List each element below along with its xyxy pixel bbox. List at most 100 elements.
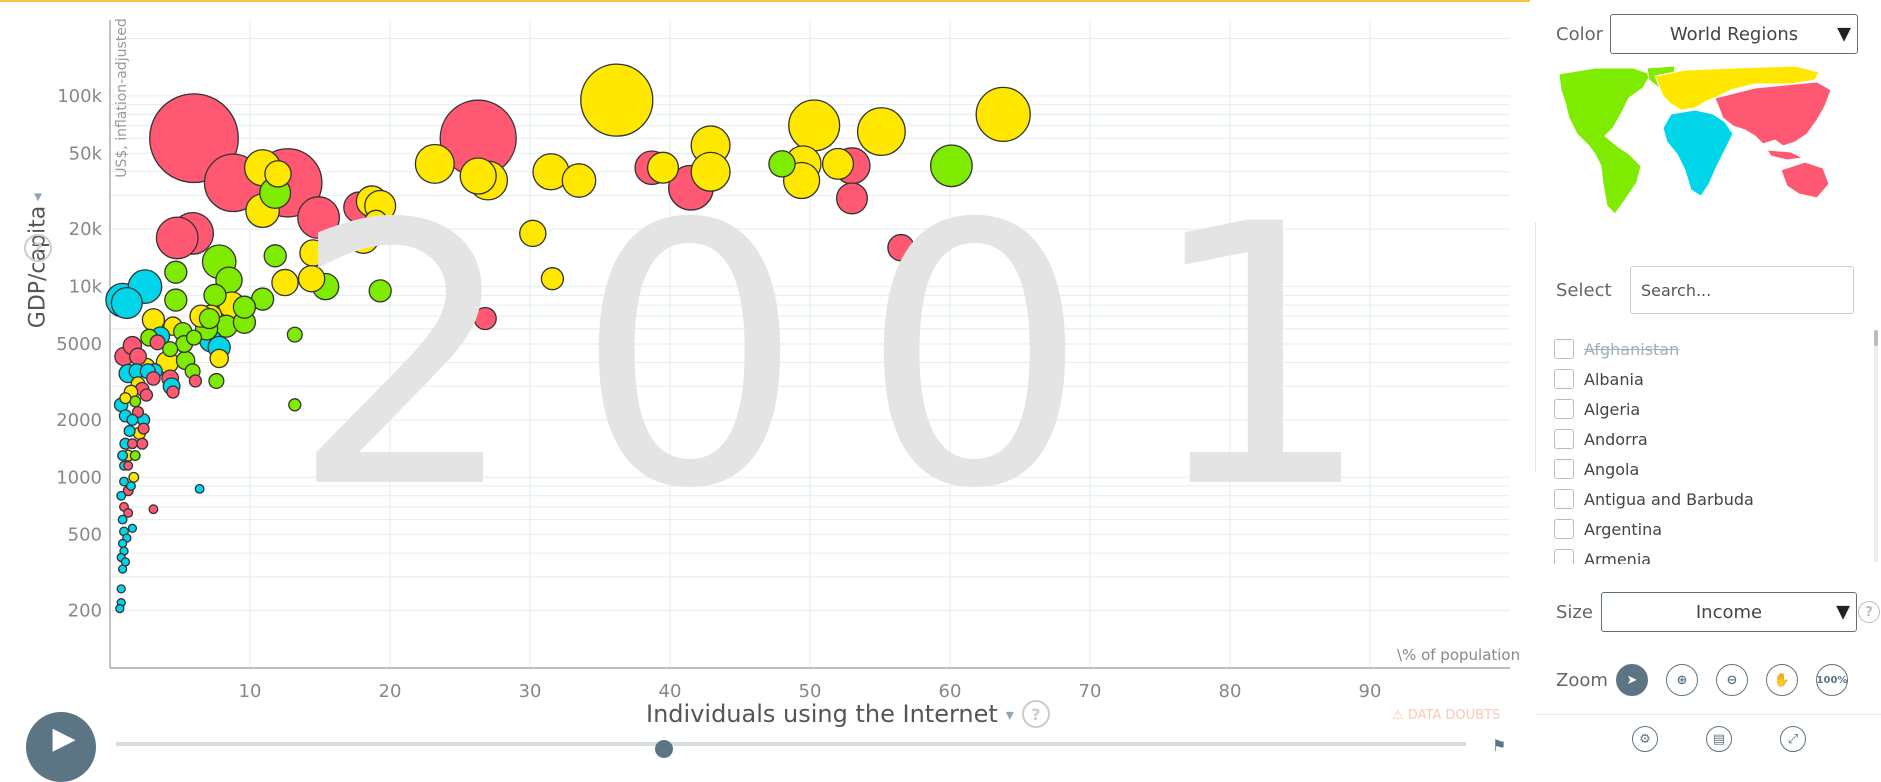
country-bubble[interactable] (286, 326, 303, 343)
x-axis-caret-icon[interactable]: ▾ (1005, 704, 1014, 724)
country-checkbox[interactable] (1554, 429, 1574, 449)
country-bubble[interactable] (203, 283, 227, 307)
country-bubble[interactable] (162, 341, 179, 358)
country-item[interactable]: Albania (1554, 364, 1864, 394)
country-bubble[interactable] (288, 398, 302, 412)
country-bubble[interactable] (126, 481, 136, 491)
map-region-indonesia[interactable] (1766, 149, 1805, 161)
country-bubble[interactable] (364, 209, 388, 233)
x-axis-help-icon[interactable]: ? (1021, 700, 1050, 728)
country-bubble[interactable] (123, 424, 136, 437)
chart-type-button[interactable]: ▤ (1706, 726, 1732, 752)
country-item[interactable]: Angola (1554, 454, 1864, 484)
settings-button[interactable]: ⚙ (1632, 726, 1658, 752)
country-bubble[interactable] (119, 476, 129, 487)
country-bubble[interactable] (117, 538, 128, 549)
zoom-in-button[interactable]: ⊕ (1666, 664, 1698, 696)
country-bubble[interactable] (149, 334, 166, 351)
country-bubble[interactable] (115, 603, 125, 614)
country-bubble[interactable] (263, 244, 287, 268)
country-bubble[interactable] (126, 438, 138, 450)
country-bubble[interactable] (123, 508, 134, 518)
country-checkbox[interactable] (1554, 489, 1574, 509)
country-bubble[interactable] (232, 295, 257, 319)
country-bubble[interactable] (835, 182, 869, 215)
data-doubts-link[interactable]: ⚠ DATA DOUBTS (1392, 708, 1500, 723)
country-bubble[interactable] (209, 348, 229, 369)
country-bubble[interactable] (856, 107, 906, 157)
country-bubble[interactable] (137, 422, 150, 435)
timeline-slider-track[interactable] (116, 742, 1466, 746)
country-list[interactable]: Afghanistan Albania Algeria Andorra Angola An… (1554, 334, 1864, 564)
country-bubble[interactable] (414, 143, 455, 184)
country-bubble[interactable] (117, 514, 128, 525)
country-bubble[interactable] (299, 239, 327, 267)
country-item[interactable]: Argentina (1554, 514, 1864, 544)
country-bubble[interactable] (297, 196, 341, 240)
country-bubble[interactable] (473, 306, 497, 331)
color-dropdown[interactable]: World Regions ▼ (1610, 14, 1858, 54)
country-bubble[interactable] (146, 371, 161, 386)
country-bubble[interactable] (271, 268, 299, 297)
country-bubble[interactable] (768, 150, 796, 178)
country-bubble[interactable] (139, 388, 154, 402)
country-bubble[interactable] (164, 260, 188, 284)
country-bubble[interactable] (116, 490, 127, 501)
search-input[interactable] (1630, 266, 1854, 314)
world-map[interactable] (1555, 62, 1855, 222)
scrollbar-thumb[interactable] (1874, 330, 1878, 346)
country-bubble[interactable] (975, 86, 1031, 143)
country-bubble[interactable] (646, 151, 680, 184)
country-bubble[interactable] (129, 347, 147, 366)
country-checkbox[interactable] (1554, 459, 1574, 479)
country-bubble[interactable] (164, 288, 188, 312)
country-bubble[interactable] (110, 286, 143, 320)
country-checkbox[interactable] (1554, 519, 1574, 539)
country-bubble[interactable] (561, 163, 597, 198)
country-bubble[interactable] (194, 483, 205, 494)
country-bubble[interactable] (459, 157, 497, 195)
country-bubble[interactable] (264, 160, 292, 188)
country-bubble[interactable] (128, 471, 140, 483)
map-region-oceania[interactable] (1780, 161, 1830, 199)
country-bubble[interactable] (580, 63, 654, 137)
country-checkbox[interactable] (1554, 369, 1574, 389)
country-bubble[interactable] (821, 147, 855, 180)
country-checkbox[interactable] (1554, 339, 1574, 359)
country-bubble[interactable] (208, 372, 225, 390)
country-bubble[interactable] (887, 233, 915, 262)
timeline-slider-handle[interactable] (655, 740, 673, 758)
country-bubble[interactable] (136, 437, 149, 450)
country-item[interactable]: Algeria (1554, 394, 1864, 424)
country-bubble[interactable] (519, 219, 547, 248)
chart-canvas[interactable]: 200 500 1000 2000 5000 10k 20k 50k 100k 10 20 30 40 5… (0, 0, 1530, 746)
country-item[interactable]: Afghanistan (1554, 334, 1864, 364)
country-item[interactable]: Antigua and Barbuda (1554, 484, 1864, 514)
country-bubble[interactable] (148, 504, 159, 515)
country-bubble[interactable] (116, 584, 126, 594)
country-bubble[interactable] (119, 392, 132, 405)
country-checkbox[interactable] (1554, 549, 1574, 564)
pan-tool-button[interactable]: ✋ (1766, 664, 1798, 696)
country-bubble[interactable] (198, 307, 221, 330)
size-dropdown[interactable]: Income ▼ (1601, 592, 1857, 632)
bubble-chart[interactable]: 200 500 1000 2000 5000 10k 20k 50k 100k 10 20 30 40 5… (0, 0, 1530, 782)
y-axis-caret-icon[interactable]: ▾ (33, 186, 43, 206)
map-region-europe[interactable] (1654, 65, 1820, 111)
country-bubble[interactable] (117, 450, 129, 462)
map-region-americas[interactable] (1558, 67, 1652, 215)
country-bubble[interactable] (788, 99, 841, 152)
map-region-asia[interactable] (1714, 81, 1832, 147)
country-list-scrollbar[interactable] (1874, 330, 1878, 562)
country-bubble[interactable] (123, 460, 134, 471)
country-item[interactable]: Armenia (1554, 544, 1864, 564)
zoom-out-button[interactable]: ⊖ (1716, 664, 1748, 696)
country-bubble[interactable] (129, 450, 141, 462)
country-bubble[interactable] (297, 264, 326, 293)
country-bubble[interactable] (117, 564, 128, 574)
country-item[interactable]: Andorra (1554, 424, 1864, 454)
country-bubble[interactable] (368, 279, 392, 303)
y-axis-help-icon[interactable]: ? (24, 234, 52, 262)
map-region-africa[interactable] (1662, 109, 1734, 197)
fullscreen-button[interactable]: ⤢ (1780, 726, 1806, 752)
